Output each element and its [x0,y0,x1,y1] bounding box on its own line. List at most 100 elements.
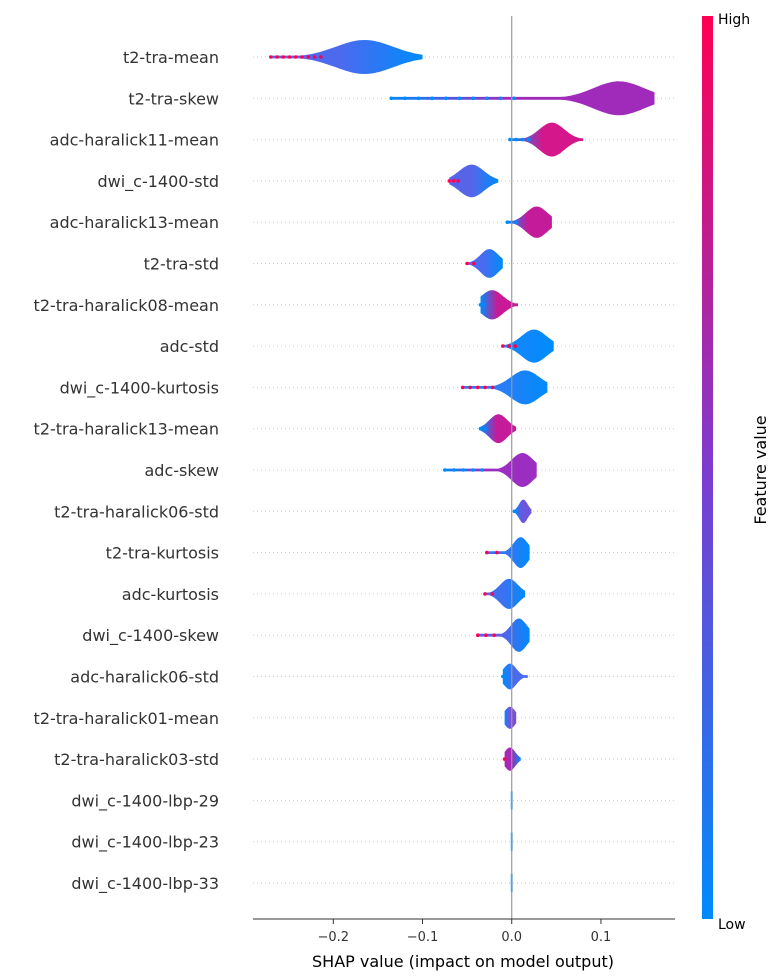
feature-label: t2-tra-kurtosis [106,544,219,563]
violin-dot [478,303,483,307]
x-axis-title: SHAP value (impact on model output) [312,952,614,971]
feature-label: t2-tra-skew [128,89,219,108]
feature-label: dwi_c-1400-skew [82,626,219,646]
violin-dot [444,96,448,101]
violin-dot [507,344,511,348]
violin-dot [485,550,489,555]
violin-dot [416,96,421,101]
violin [449,164,499,198]
x-tick-label: 0.1 [591,930,612,945]
violin-dot [478,426,483,431]
violin [480,414,517,444]
violin [270,40,423,74]
feature-rows: t2-tra-mean t2-tra-skew adc-haralick11-mea… [34,48,675,894]
violin-dot [287,55,292,59]
violin-dot [490,592,495,596]
violin-dot [281,55,286,59]
violin-dot [319,55,323,59]
violin-dot [502,757,507,761]
violin-dot [476,633,480,637]
feature-label: t2-tra-haralick06-std [54,502,219,521]
violin-dot [483,385,487,390]
violin [509,122,584,157]
colorbar: High Low Feature value [702,12,770,933]
violin-dot [475,385,480,390]
x-tick-label: −0.1 [407,930,439,945]
violin-dot [490,385,495,390]
violin-dot [512,509,517,514]
feature-label: dwi_c-1400-std [97,172,219,192]
violin-dot [514,220,518,224]
violin-dot [512,96,516,101]
violin-dot [306,55,311,59]
violin-dot [472,261,476,266]
violin-dot [492,633,497,637]
violin-dot [403,96,407,101]
violin-dot [513,344,518,348]
violin-dot [294,55,298,59]
violin [502,663,528,690]
feature-label: t2-tra-haralick13-mean [34,420,219,439]
feature-label: t2-tra-std [144,255,219,274]
violin-dot [465,261,469,266]
violin [504,706,517,729]
feature-label: adc-haralick11-mean [50,131,219,150]
violin-dot [452,468,456,472]
feature-label: t2-tra-haralick08-mean [34,296,219,315]
x-tick-label: −0.2 [318,930,350,945]
violin-dot [269,55,273,59]
violin-dot [501,344,505,348]
violin [391,81,655,116]
feature-label: t2-tra-mean [123,48,219,67]
violin-dot [389,96,394,101]
feature-label: adc-std [160,337,219,356]
x-axis: −0.2 −0.1 0.0 0.1 SHAP value (impact on mod… [253,918,675,971]
violin-dot [508,137,512,142]
feature-label: t2-tra-haralick03-std [54,750,219,769]
violin-group [269,40,655,893]
colorbar-title: Feature value [751,415,770,524]
violin-dot [451,179,456,183]
colorbar-high-label: High [718,12,750,28]
violin [477,618,530,652]
violin-dot [495,550,499,555]
violin [467,249,503,278]
colorbar-gradient [702,16,713,919]
violin-dot [468,385,473,390]
violin [502,329,554,363]
violin [504,747,521,771]
x-ticks: −0.2 −0.1 0.0 0.1 [318,919,612,945]
feature-label: t2-tra-haralick01-mean [34,709,219,728]
feature-label: adc-haralick13-mean [50,213,219,232]
violin-dot [505,220,510,224]
x-tick-label: 0.0 [501,930,522,945]
violin-dot [480,468,484,472]
violin-dot [485,96,489,101]
violin [462,370,548,405]
violin [486,537,530,568]
feature-label: adc-skew [145,461,220,480]
feature-label: dwi_c-1400-lbp-33 [71,874,219,894]
violin [485,578,526,609]
violin-dot [456,179,461,183]
violin-dot [471,468,475,472]
violin-dot [520,137,525,142]
violin-dot [312,55,317,59]
colorbar-low-label: Low [718,917,746,933]
violin-dot [457,96,462,101]
violin-dot [443,468,447,472]
feature-label: dwi_c-1400-lbp-29 [71,791,219,811]
violin-dot [484,426,488,431]
violin [444,453,537,487]
violin-dot [300,55,304,59]
violin-dot [471,96,476,101]
feature-label: dwi_c-1400-lbp-23 [71,833,219,853]
violin-dot [501,674,505,679]
feature-label: dwi_c-1400-kurtosis [60,378,219,398]
feature-label: adc-haralick06-std [70,668,219,687]
violin [507,206,552,238]
violin-dot [460,385,465,390]
violin-dot [527,137,531,142]
violin-dot [482,303,486,307]
